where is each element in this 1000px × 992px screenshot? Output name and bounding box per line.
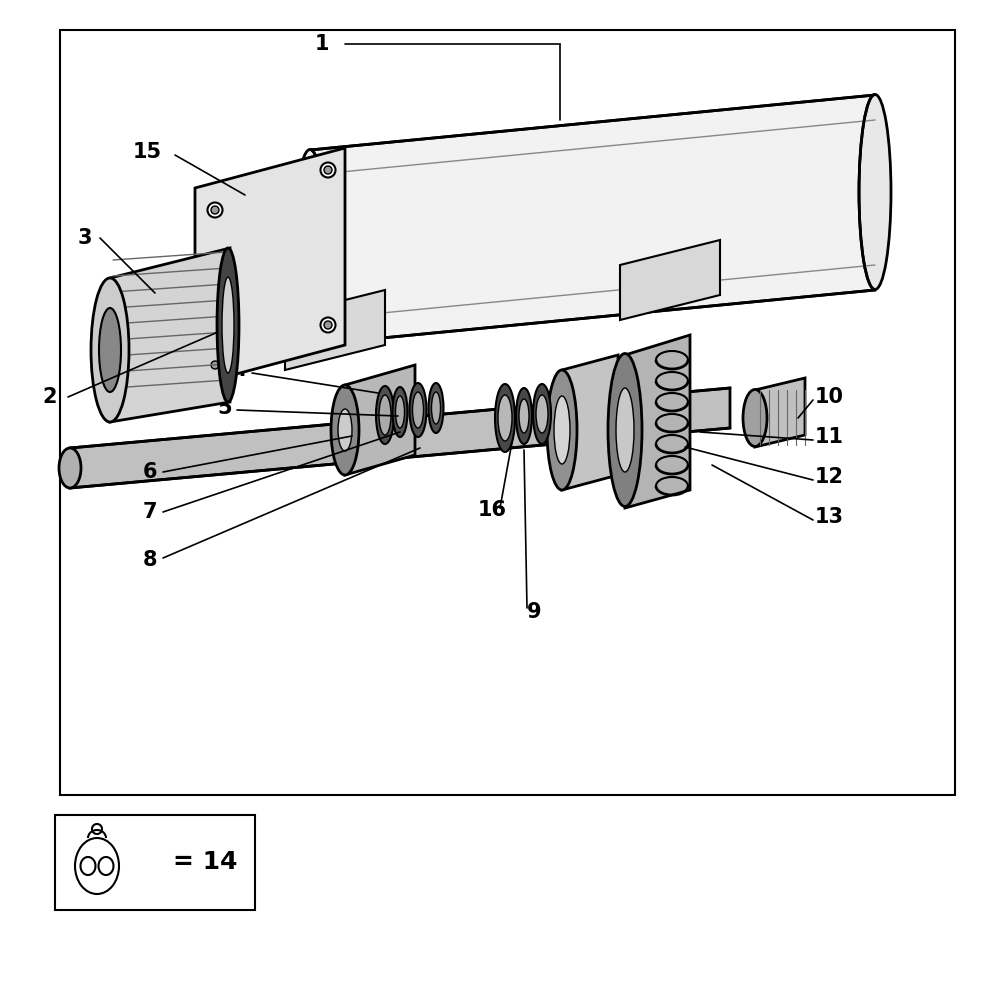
Ellipse shape xyxy=(616,388,634,472)
Text: 8: 8 xyxy=(143,550,158,570)
Ellipse shape xyxy=(217,248,239,402)
Text: 3: 3 xyxy=(78,228,92,248)
Polygon shape xyxy=(285,290,385,370)
Polygon shape xyxy=(562,355,618,490)
Ellipse shape xyxy=(547,370,577,490)
Ellipse shape xyxy=(859,94,891,290)
Ellipse shape xyxy=(208,357,222,373)
Bar xyxy=(60,30,955,795)
Text: 6: 6 xyxy=(143,462,158,482)
Ellipse shape xyxy=(91,278,129,422)
Text: 10: 10 xyxy=(815,387,844,407)
Ellipse shape xyxy=(536,395,548,433)
Ellipse shape xyxy=(608,353,642,507)
Ellipse shape xyxy=(208,202,222,217)
Polygon shape xyxy=(70,388,730,488)
Polygon shape xyxy=(195,148,345,385)
Text: = 14: = 14 xyxy=(173,850,238,874)
Ellipse shape xyxy=(392,387,408,437)
Text: 4: 4 xyxy=(232,360,246,380)
Ellipse shape xyxy=(410,383,426,437)
Ellipse shape xyxy=(396,396,404,428)
Text: 15: 15 xyxy=(133,142,162,162)
Ellipse shape xyxy=(99,308,121,392)
Ellipse shape xyxy=(428,383,444,433)
Ellipse shape xyxy=(59,448,81,488)
Text: 16: 16 xyxy=(478,500,507,520)
Text: 2: 2 xyxy=(42,387,56,407)
Ellipse shape xyxy=(516,388,532,444)
Ellipse shape xyxy=(211,206,219,214)
Ellipse shape xyxy=(533,384,551,444)
Polygon shape xyxy=(620,240,720,320)
Ellipse shape xyxy=(519,399,529,433)
Text: 12: 12 xyxy=(815,467,844,487)
Text: 9: 9 xyxy=(527,602,542,622)
Polygon shape xyxy=(625,335,690,508)
Ellipse shape xyxy=(743,390,767,446)
Polygon shape xyxy=(310,95,875,345)
Ellipse shape xyxy=(379,395,391,435)
Ellipse shape xyxy=(338,409,352,451)
Text: 13: 13 xyxy=(815,507,844,527)
Ellipse shape xyxy=(320,317,336,332)
Ellipse shape xyxy=(331,385,359,475)
Ellipse shape xyxy=(376,386,394,444)
Ellipse shape xyxy=(211,361,219,369)
Ellipse shape xyxy=(320,163,336,178)
Text: 5: 5 xyxy=(217,398,232,418)
Text: 11: 11 xyxy=(815,427,844,447)
Text: 1: 1 xyxy=(315,34,330,54)
Ellipse shape xyxy=(75,838,119,894)
Ellipse shape xyxy=(324,321,332,329)
Polygon shape xyxy=(345,365,415,475)
Ellipse shape xyxy=(294,150,326,344)
Ellipse shape xyxy=(554,396,570,464)
Ellipse shape xyxy=(495,384,515,452)
Bar xyxy=(55,815,255,910)
Ellipse shape xyxy=(324,166,332,174)
Polygon shape xyxy=(110,248,230,422)
Text: 7: 7 xyxy=(143,502,158,522)
Ellipse shape xyxy=(413,392,424,428)
Polygon shape xyxy=(755,378,805,447)
Ellipse shape xyxy=(498,395,512,441)
Ellipse shape xyxy=(432,392,440,424)
Ellipse shape xyxy=(222,277,234,373)
